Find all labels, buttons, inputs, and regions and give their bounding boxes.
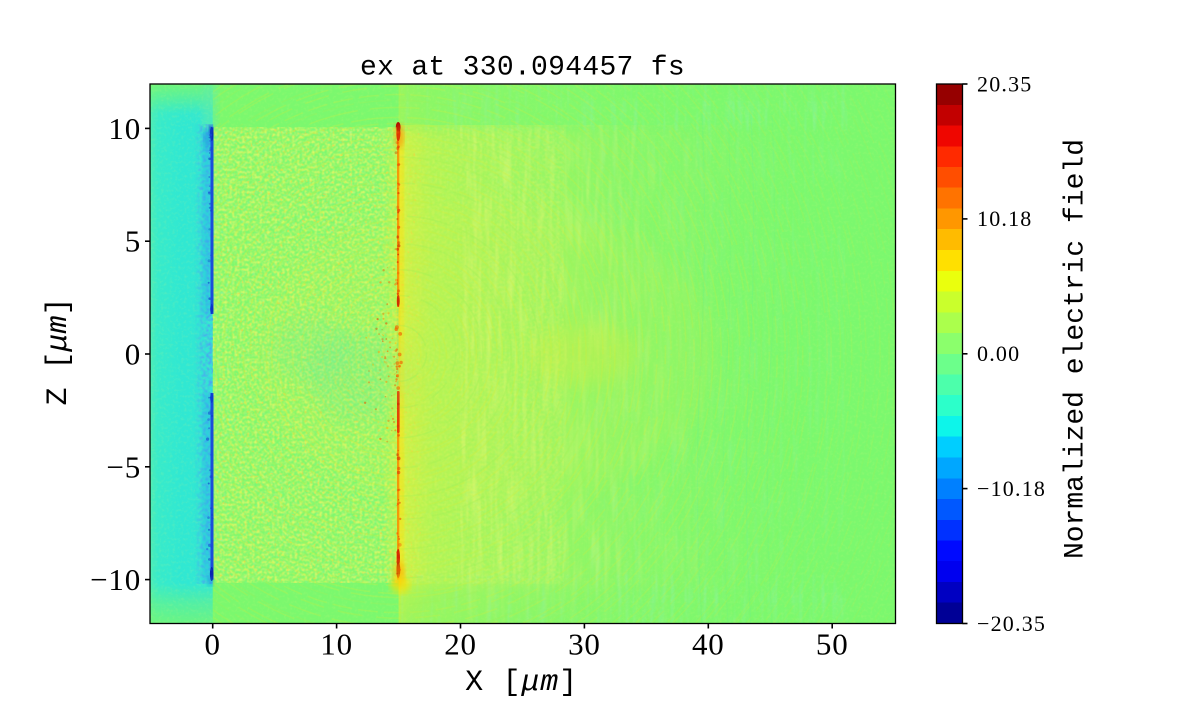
svg-text:0: 0 [205, 627, 221, 662]
svg-text:0: 0 [125, 337, 141, 372]
svg-text:5: 5 [125, 224, 141, 259]
svg-text:ex at 330.094457 fs: ex at 330.094457 fs [360, 53, 685, 84]
svg-text:10: 10 [320, 627, 353, 662]
svg-text:−20.35: −20.35 [977, 611, 1046, 636]
svg-text:Z [μm]: Z [μm] [42, 297, 76, 405]
svg-text:10.18: 10.18 [977, 206, 1033, 231]
svg-text:X [μm]: X [μm] [465, 666, 578, 700]
svg-text:−10.18: −10.18 [977, 476, 1046, 501]
svg-text:20.35: 20.35 [977, 71, 1033, 96]
svg-text:Normalized electric field: Normalized electric field [1061, 139, 1092, 559]
svg-text:−5: −5 [106, 449, 141, 484]
svg-text:50: 50 [816, 627, 849, 662]
svg-text:0.00: 0.00 [977, 341, 1020, 366]
svg-text:30: 30 [568, 627, 601, 662]
svg-text:10: 10 [108, 111, 141, 146]
svg-text:20: 20 [444, 627, 477, 662]
svg-text:40: 40 [692, 627, 725, 662]
svg-text:−10: −10 [90, 562, 141, 597]
